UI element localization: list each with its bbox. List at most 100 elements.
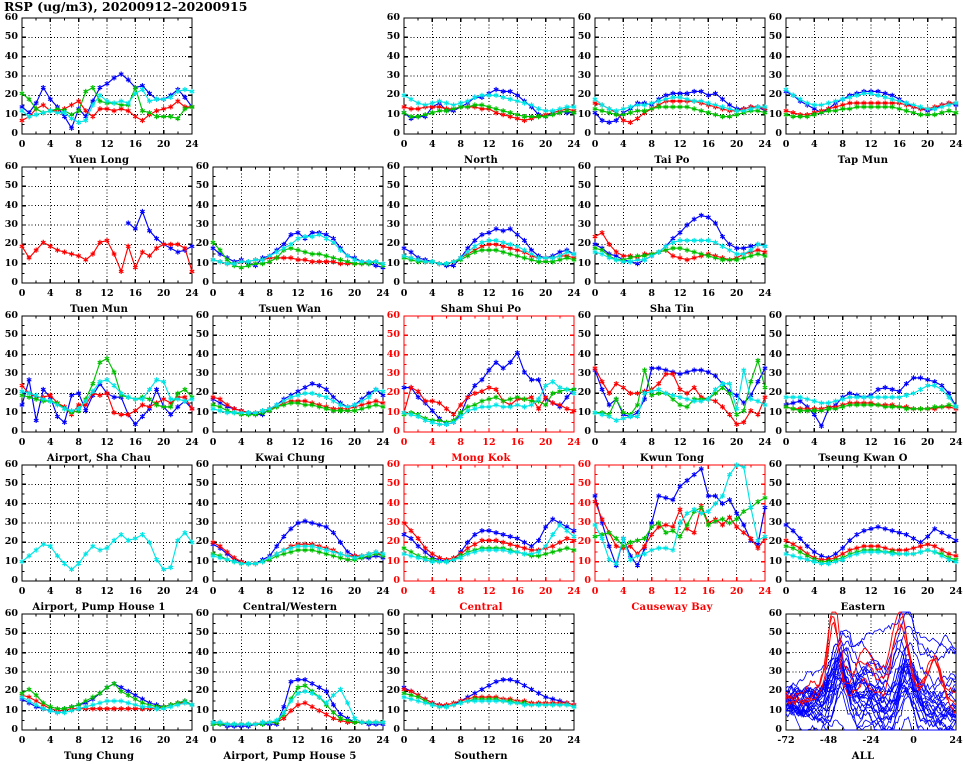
- x-tick-label: 12: [100, 735, 114, 746]
- y-tick-label: 0: [775, 724, 782, 735]
- panel-title: Kwun Tong: [639, 453, 705, 464]
- panel-tseung-kwan-o: 0 10 20 30 40 50 60 0 4 8 12 16 20 24 Tseung Kwan O: [764, 308, 963, 466]
- y-tick-label: 40: [386, 497, 400, 509]
- x-tick-label: 20: [157, 288, 171, 299]
- y-tick-label: 0: [584, 128, 591, 139]
- y-tick-label: 50: [195, 478, 209, 490]
- y-tick-label: 10: [768, 704, 782, 716]
- panel-tung-chung: 0 10 20 30 40 50 60 0 4 8 12 16 20 24 Tung Chung: [0, 606, 199, 764]
- panel-title: Tseung Kwan O: [818, 453, 908, 464]
- y-tick-label: 60: [4, 161, 18, 172]
- y-tick-label: 0: [584, 277, 591, 288]
- x-tick-label: 4: [811, 586, 818, 597]
- y-tick-label: 40: [195, 497, 209, 509]
- x-tick-label: 4: [429, 139, 436, 150]
- y-tick-label: 20: [195, 536, 209, 548]
- x-tick-label: 20: [348, 288, 362, 299]
- panel-central-western: 0 10 20 30 40 50 60 0 4 8 12 16 20 24 Central/Western: [191, 457, 390, 615]
- x-tick-label: 16: [128, 437, 142, 448]
- x-tick-label: 20: [921, 437, 935, 448]
- panel-tuen-mun: 0 10 20 30 40 50 60 0 4 8 12 16 20 24 Tuen Mun: [0, 159, 199, 317]
- x-tick-label: 16: [892, 586, 906, 597]
- x-tick-label: 24: [758, 437, 772, 448]
- x-tick-label: 16: [892, 139, 906, 150]
- x-tick-label: 20: [921, 586, 935, 597]
- y-tick-label: 0: [202, 277, 209, 288]
- x-tick-label: 16: [701, 139, 715, 150]
- x-tick-label: 24: [185, 586, 199, 597]
- y-tick-label: 10: [577, 108, 591, 120]
- y-tick-label: 40: [386, 348, 400, 360]
- y-tick-label: 20: [577, 536, 591, 548]
- x-tick-label: 16: [510, 437, 524, 448]
- panel-sha-tin: 0 10 20 30 40 50 60 0 4 8 12 16 20 24 Sha Tin: [573, 159, 772, 317]
- panel-mong-kok: 0 10 20 30 40 50 60 0 4 8 12 16 20 24 Mong Kok: [382, 308, 581, 466]
- panel-kwun-tong: 0 10 20 30 40 50 60 0 4 8 12 16 20 24 Kwun Tong: [573, 308, 772, 466]
- y-tick-label: 20: [4, 536, 18, 548]
- y-tick-label: 0: [11, 277, 18, 288]
- y-tick-label: 60: [577, 12, 591, 23]
- y-tick-label: 30: [4, 517, 18, 528]
- y-tick-label: 40: [577, 497, 591, 509]
- panel-tsuen-wan: 0 10 20 30 40 50 60 0 4 8 12 16 20 24 Tsuen Wan: [191, 159, 390, 317]
- y-tick-label: 30: [386, 517, 400, 528]
- x-tick-label: 24: [567, 288, 581, 299]
- panel-title: Tsuen Wan: [258, 304, 322, 315]
- panel-title: Mong Kok: [451, 453, 511, 464]
- x-tick-label: 20: [921, 139, 935, 150]
- y-tick-label: 10: [4, 406, 18, 418]
- y-tick-label: 40: [4, 50, 18, 62]
- x-tick-label: 16: [319, 586, 333, 597]
- y-tick-label: 20: [386, 685, 400, 697]
- x-tick-label: 12: [291, 586, 305, 597]
- y-tick-label: 60: [386, 310, 400, 321]
- x-tick-label: 16: [701, 586, 715, 597]
- panel-title: Tap Mun: [837, 155, 889, 166]
- x-tick-label: 24: [567, 437, 581, 448]
- y-tick-label: 60: [386, 459, 400, 470]
- y-tick-label: 10: [4, 108, 18, 120]
- x-tick-label: 0: [400, 586, 408, 597]
- x-tick-label: 12: [864, 586, 878, 597]
- y-tick-label: 50: [386, 478, 400, 490]
- y-tick-label: 40: [577, 50, 591, 62]
- y-tick-label: 10: [4, 555, 18, 567]
- x-tick-label: 8: [75, 288, 82, 299]
- x-tick-label: 0: [591, 586, 599, 597]
- x-tick-label: 0: [591, 288, 599, 299]
- x-tick-label: 0: [591, 437, 599, 448]
- x-tick-label: 12: [673, 586, 687, 597]
- y-tick-label: 60: [4, 459, 18, 470]
- y-tick-label: 0: [202, 426, 209, 437]
- panel-title: Tuen Mun: [69, 304, 129, 315]
- x-tick-label: 24: [758, 288, 772, 299]
- x-tick-label: 8: [266, 735, 273, 746]
- x-tick-label: 4: [811, 437, 818, 448]
- x-tick-label: 12: [100, 288, 114, 299]
- y-tick-label: 20: [195, 387, 209, 399]
- x-tick-label: 12: [482, 139, 496, 150]
- y-tick-label: 0: [202, 724, 209, 735]
- y-tick-label: 30: [577, 368, 591, 379]
- figure-title: RSP (ug/m3), 20200912–20200915: [4, 0, 248, 14]
- x-tick-label: 24: [567, 139, 581, 150]
- y-tick-label: 40: [386, 50, 400, 62]
- y-tick-label: 50: [4, 329, 18, 341]
- x-tick-label: 20: [348, 586, 362, 597]
- y-tick-label: 20: [577, 89, 591, 101]
- x-tick-label: 20: [157, 437, 171, 448]
- x-tick-label: 12: [864, 437, 878, 448]
- x-tick-label: 24: [949, 586, 963, 597]
- x-tick-label: 0: [209, 735, 217, 746]
- y-tick-label: 60: [577, 459, 591, 470]
- y-tick-label: 0: [393, 277, 400, 288]
- x-tick-label: 4: [238, 288, 245, 299]
- x-tick-label: 24: [185, 735, 199, 746]
- y-tick-label: 40: [195, 646, 209, 658]
- y-tick-label: 20: [195, 685, 209, 697]
- x-tick-label: 0: [782, 437, 790, 448]
- y-tick-label: 40: [577, 348, 591, 360]
- x-tick-label: 16: [510, 139, 524, 150]
- y-tick-label: 0: [584, 575, 591, 586]
- x-tick-label: 24: [376, 288, 390, 299]
